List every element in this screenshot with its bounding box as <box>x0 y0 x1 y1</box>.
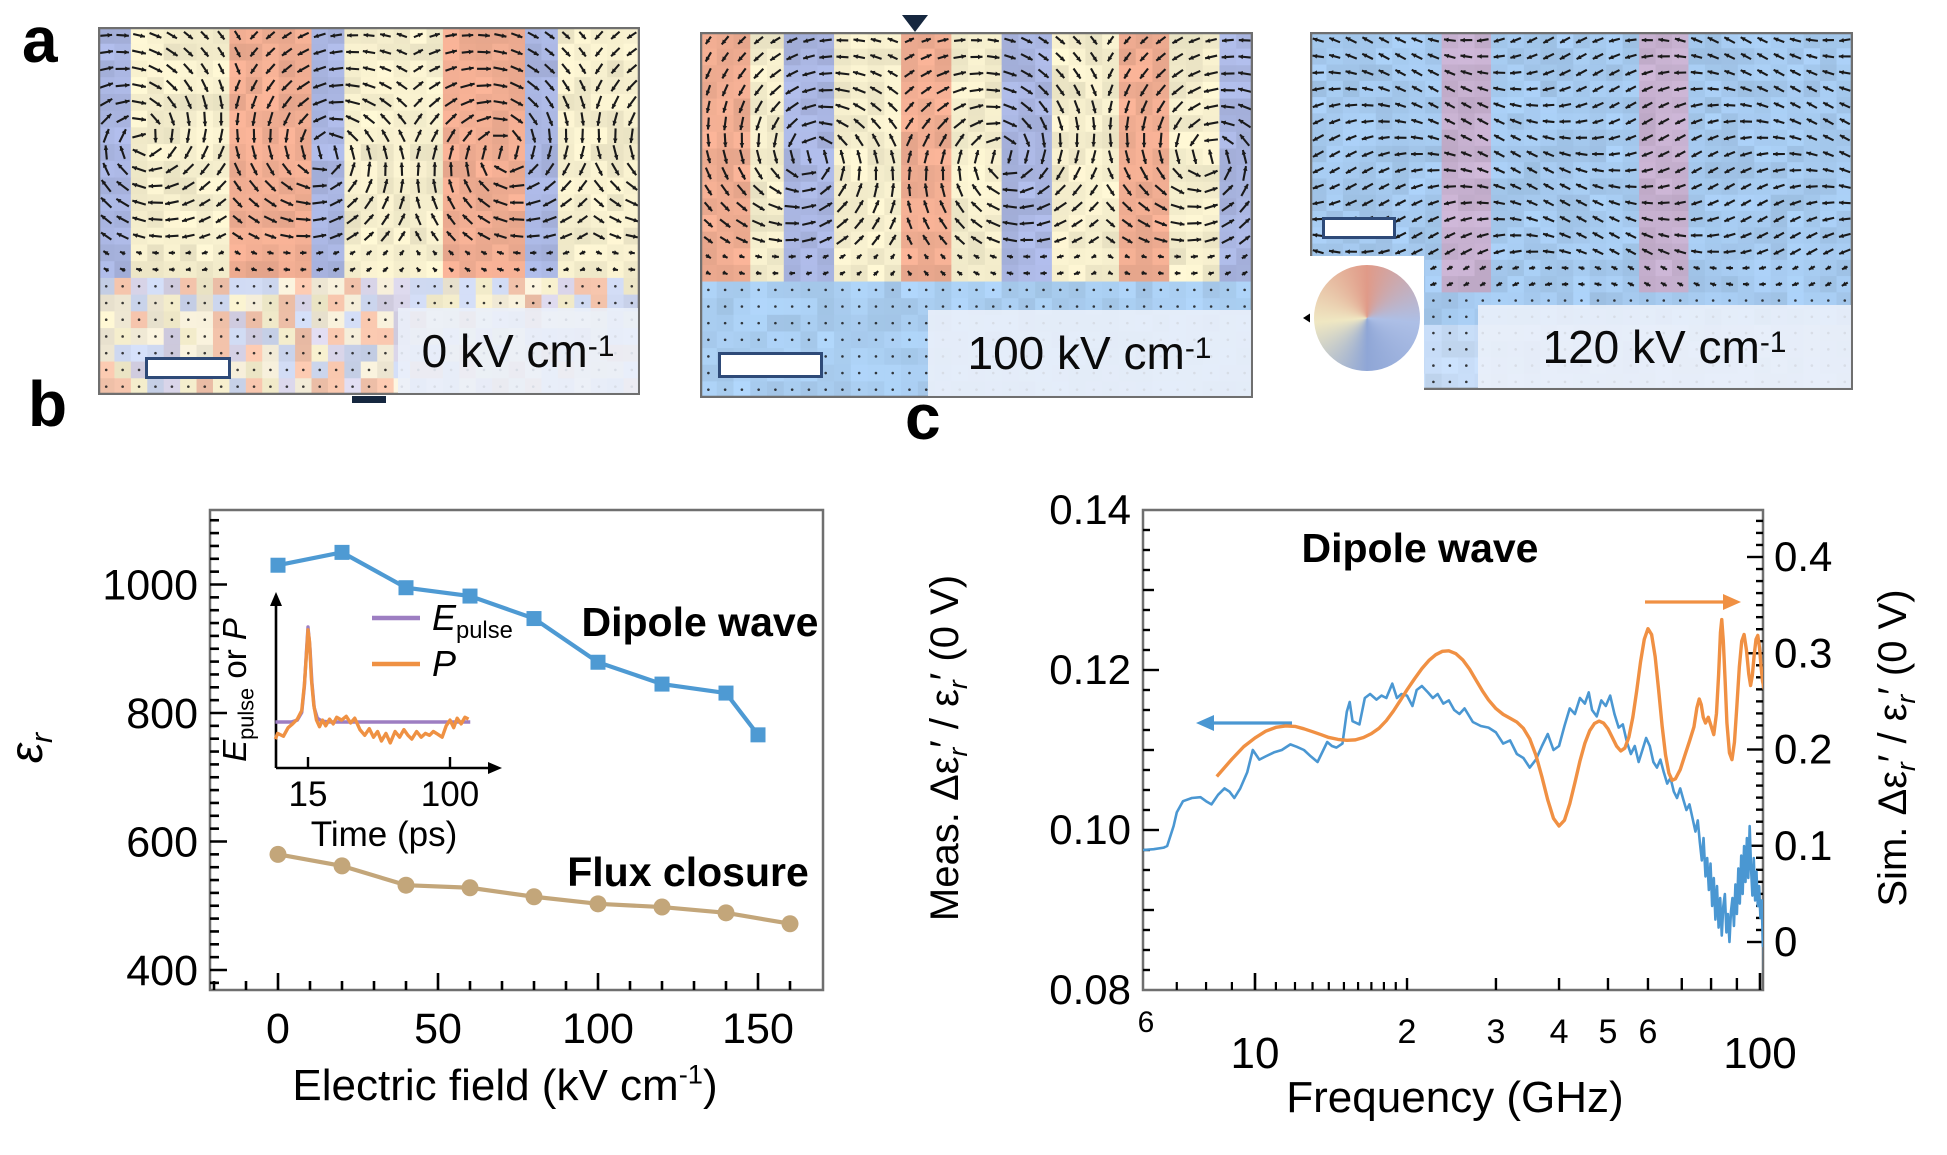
left-tick-label: 0.14 <box>1049 486 1131 533</box>
data-point <box>334 544 350 560</box>
left-tick-label: 0.08 <box>1049 966 1131 1013</box>
data-point <box>526 611 542 627</box>
inset-legend-label: P <box>432 643 456 684</box>
data-point <box>654 676 670 692</box>
field-position-marker-icon <box>902 15 928 32</box>
curve-measured <box>1143 682 1763 980</box>
left-tick-label: 0.10 <box>1049 806 1131 853</box>
x-axis-title: Frequency (GHz) <box>1286 1073 1623 1122</box>
chart-b-frame <box>208 508 825 992</box>
left-tick-label: 0.12 <box>1049 646 1131 693</box>
field-map-frame <box>98 27 640 395</box>
data-point <box>333 857 351 875</box>
data-point <box>461 879 479 897</box>
right-tick-label: 0.3 <box>1774 629 1832 676</box>
data-point <box>397 876 415 894</box>
scale-bar <box>1322 217 1396 239</box>
data-point <box>270 557 286 573</box>
inset-y-axis-title: Epulse or P <box>216 618 258 762</box>
x-first-tick-label: 6 <box>1138 1006 1155 1039</box>
axis-arrows <box>1196 594 1741 731</box>
x-tick-label: 50 <box>414 1005 462 1053</box>
field-arrows <box>98 30 639 388</box>
inset-x-tick-label: 100 <box>421 775 479 814</box>
chart-b: 0 50 100 150 400 600 800 1000 Electric field (kV… <box>0 508 825 1110</box>
field-map-frame <box>1310 32 1853 390</box>
inset-legend-label: Epulse <box>432 597 513 644</box>
inset-x-tick-label: 15 <box>289 775 328 814</box>
field-value-label: 100 kV cm -1 <box>928 310 1251 396</box>
scale-bar <box>145 357 231 379</box>
series-flux-closure <box>269 845 799 933</box>
series-dipole-wave <box>270 544 766 743</box>
series-annotation: Dipole wave <box>582 599 819 645</box>
y-axis-title: εr <box>0 731 59 763</box>
data-point <box>717 904 735 922</box>
chart-c-frame <box>1141 508 1765 992</box>
x-mid-tick-label: 5 <box>1599 1013 1618 1051</box>
x-axis-title: Electric field (kV cm-1) <box>292 1058 717 1110</box>
data-point <box>462 588 478 604</box>
x-mid-tick-label: 2 <box>1398 1013 1417 1051</box>
x-major-tick-label: 10 <box>1231 1029 1280 1078</box>
right-axis-arrow-icon <box>1723 594 1741 610</box>
figure-letter-a: a <box>22 4 58 76</box>
x-mid-tick-label: 4 <box>1550 1013 1569 1051</box>
y-tick-label: 400 <box>126 947 198 995</box>
data-point <box>718 685 734 701</box>
field-arrows <box>703 35 1252 391</box>
data-point <box>269 845 287 863</box>
data-point <box>525 888 543 906</box>
data-point <box>398 580 414 596</box>
substrate-marker <box>352 396 386 403</box>
field-map-frame <box>700 32 1253 398</box>
chart-b-ticks: 0 50 100 150 400 600 800 1000 <box>102 518 794 1053</box>
data-point <box>590 654 606 670</box>
scale-bar <box>718 352 823 378</box>
figure-letter-b: b <box>28 368 68 440</box>
x-mid-tick-label: 3 <box>1486 1013 1505 1051</box>
left-axis-arrow-icon <box>1196 715 1214 731</box>
y-tick-label: 600 <box>126 819 198 867</box>
x-tick-label: 0 <box>266 1005 290 1053</box>
field-value-label: 120 kV cm -1 <box>1478 305 1851 388</box>
chart-c-title: Dipole wave <box>1302 525 1539 571</box>
right-axis-title: Sim. Δεr′ / εr′ (0 V) <box>1871 589 1921 906</box>
curve-simulated <box>1215 617 1763 828</box>
field-value-label: 0 kV cm -1 <box>398 308 638 393</box>
right-tick-label: 0.1 <box>1774 822 1832 869</box>
field-map-0kv <box>98 27 640 395</box>
y-tick-label: 800 <box>126 690 198 738</box>
right-tick-label: 0.2 <box>1774 726 1832 773</box>
x-tick-label: 150 <box>722 1005 794 1053</box>
right-tick-label: 0 <box>1774 918 1797 965</box>
polarization-color-wheel-icon <box>1314 265 1420 371</box>
data-point <box>589 895 607 913</box>
data-point <box>750 727 766 743</box>
data-point <box>653 898 671 916</box>
x-mid-tick-label: 6 <box>1639 1013 1658 1051</box>
inset-curve-p <box>273 628 470 745</box>
right-tick-label: 0.4 <box>1774 533 1832 580</box>
left-axis-title: Meas. Δεr′ / εr′ (0 V) <box>923 575 973 921</box>
inset-x-axis-title: Time (ps) <box>311 815 457 854</box>
x-tick-label: 100 <box>562 1005 634 1053</box>
series-annotation: Flux closure <box>567 849 809 895</box>
x-major-tick-label: 100 <box>1723 1029 1796 1078</box>
y-tick-label: 1000 <box>102 562 198 610</box>
field-map-100kv <box>700 32 1253 398</box>
data-point <box>781 915 799 933</box>
